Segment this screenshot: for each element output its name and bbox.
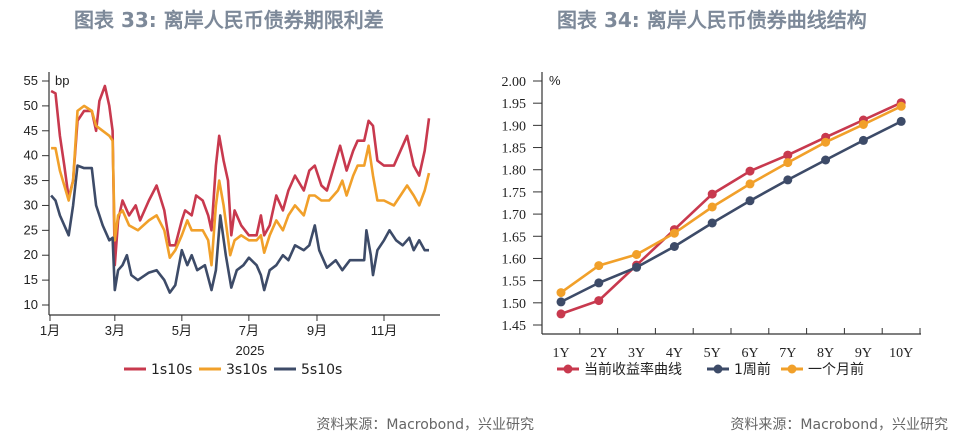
legend-marker-当前收益率曲线	[563, 364, 573, 374]
series-line-一个月前	[560, 105, 902, 294]
series-marker-当前收益率曲线	[594, 296, 604, 306]
y-tick-label: 1.95	[502, 97, 527, 112]
y-tick-label: 30	[24, 197, 38, 212]
legend-label-5s10s: 5s10s	[301, 362, 342, 378]
series-marker-一个月前	[556, 288, 566, 298]
x-tick-label: 3Y	[628, 346, 645, 361]
x-tick-label: 5Y	[704, 346, 721, 361]
y-tick-label: 35	[24, 173, 38, 188]
series-marker-一个月前	[896, 101, 906, 111]
x-tick-label: 1月	[40, 323, 60, 338]
series-marker-一个月前	[632, 250, 642, 259]
x-tick-label: 4Y	[666, 346, 683, 361]
y-tick-label: 1.70	[502, 208, 527, 223]
legend-label-3s10s: 3s10s	[226, 362, 267, 378]
series-marker-1周前	[745, 196, 755, 206]
right-chart-title: 图表 34: 离岸人民币债券曲线结构	[557, 8, 867, 32]
x-tick-label: 7Y	[779, 346, 796, 361]
series-marker-一个月前	[594, 261, 604, 271]
series-marker-1周前	[896, 116, 906, 126]
y-tick-label: 1.75	[502, 186, 527, 201]
x-tick-label: 3月	[105, 323, 125, 338]
series-line-3s10s	[51, 104, 431, 267]
series-line-5s10s	[50, 164, 429, 294]
series-marker-1周前	[556, 297, 566, 307]
y-tick-label: 45	[24, 123, 38, 138]
series-marker-一个月前	[707, 202, 717, 212]
series-marker-当前收益率曲线	[783, 150, 793, 160]
y-tick-label: 1.85	[502, 142, 527, 157]
series-marker-1周前	[821, 155, 831, 165]
legend-label-1s10s: 1s10s	[151, 362, 192, 378]
left-source-note: 资料来源：Macrobond，兴业研究	[316, 417, 534, 433]
legend-marker-1周前	[713, 364, 723, 374]
y-tick-label: 50	[24, 98, 38, 113]
left-chart-title: 图表 33: 离岸人民币债券期限利差	[74, 8, 384, 32]
x-tick-label: 6Y	[741, 346, 758, 361]
legend-label-1周前: 1周前	[734, 361, 771, 378]
series-line-当前收益率曲线	[560, 101, 902, 316]
y-unit-label: bp	[55, 73, 69, 88]
series-marker-当前收益率曲线	[556, 309, 566, 319]
series-marker-1周前	[594, 278, 604, 288]
x-tick-label: 10Y	[889, 346, 913, 361]
y-tick-label: 10	[24, 297, 38, 312]
x-tick-label: 11月	[371, 323, 398, 338]
y-tick-label: 2.00	[502, 75, 527, 90]
y-tick-label: 20	[24, 247, 38, 262]
y-tick-label: 1.55	[502, 275, 527, 290]
series-marker-一个月前	[745, 179, 755, 189]
series-marker-一个月前	[783, 158, 793, 168]
legend-marker-一个月前	[787, 364, 797, 374]
x-axis-label: 2025	[236, 343, 265, 358]
x-tick-label: 1Y	[552, 346, 569, 361]
series-marker-当前收益率曲线	[707, 189, 717, 199]
right-source-note: 资料来源：Macrobond，兴业研究	[730, 417, 948, 433]
y-tick-label: 40	[24, 148, 38, 163]
series-line-1s10s	[50, 84, 431, 267]
y-tick-label: 1.80	[502, 164, 527, 179]
y-tick-label: 55	[24, 73, 38, 88]
series-marker-1周前	[707, 218, 717, 228]
series-marker-一个月前	[858, 120, 868, 129]
y-tick-label: 1.50	[502, 297, 527, 312]
series-marker-一个月前	[821, 137, 831, 147]
y-tick-label: 25	[24, 222, 38, 237]
legend-label-一个月前: 一个月前	[808, 361, 864, 378]
series-marker-1周前	[632, 262, 642, 272]
y-tick-label: 1.45	[502, 319, 527, 334]
series-marker-一个月前	[669, 228, 679, 238]
y-tick-label: 1.90	[502, 119, 527, 134]
x-tick-label: 8Y	[817, 346, 834, 361]
series-marker-1周前	[669, 242, 679, 251]
series-line-1周前	[560, 120, 902, 304]
x-tick-label: 9Y	[855, 346, 872, 361]
series-marker-1周前	[858, 135, 868, 145]
y-tick-label: 1.65	[502, 230, 527, 245]
legend-label-当前收益率曲线: 当前收益率曲线	[584, 361, 682, 378]
x-tick-label: 5月	[172, 323, 192, 338]
y-tick-label: 15	[24, 272, 38, 287]
x-tick-label: 7月	[239, 323, 259, 338]
series-marker-1周前	[783, 175, 793, 185]
x-tick-label: 2Y	[590, 346, 607, 361]
x-tick-label: 9月	[307, 323, 327, 338]
y-tick-label: 1.60	[502, 252, 527, 267]
series-marker-当前收益率曲线	[745, 166, 755, 176]
y-unit-label: %	[549, 73, 561, 88]
